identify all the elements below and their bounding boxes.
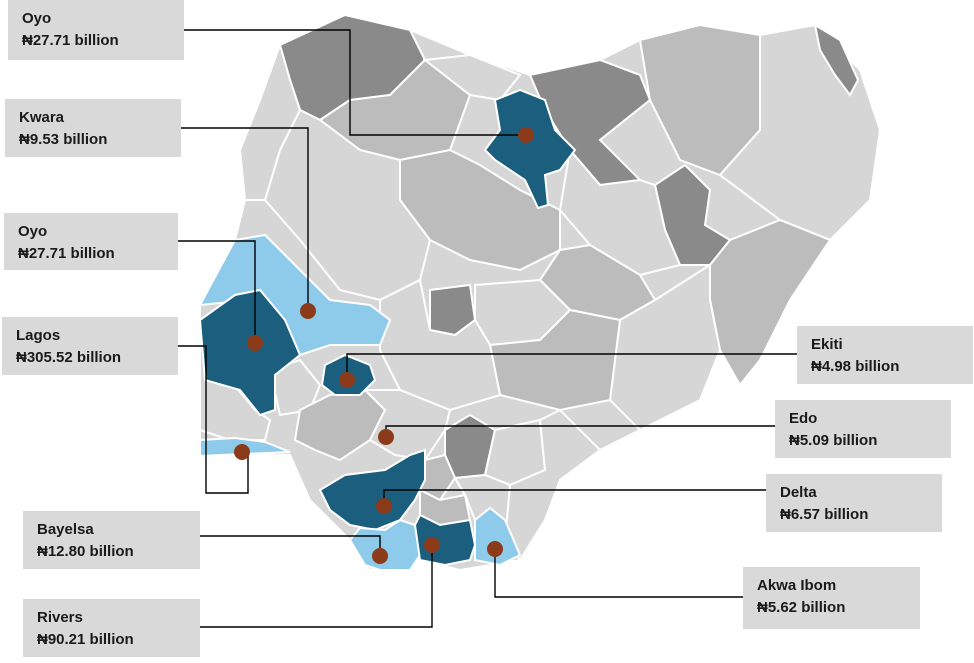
state-kebbi [238,41,302,201]
label-name: Akwa Ibom [757,577,837,594]
leader-line-rivers [200,545,433,628]
label-name: Oyo [22,10,52,27]
state-katsina [422,53,522,102]
label-oyo-1: Oyo ₦27.71 billion [8,0,184,60]
label-amount: ₦90.21 billion [37,631,134,648]
leader-line-akwa-ibom [494,550,743,598]
label-kwara: Kwara ₦9.53 billion [5,99,181,157]
label-name: Oyo [18,223,48,240]
label-name: Delta [780,484,817,501]
marker-oyo [247,335,263,351]
label-amount: ₦4.98 billion [811,358,900,375]
state-osun [268,358,322,417]
label-name: Edo [789,410,818,427]
label-amount: ₦12.80 billion [37,543,134,560]
label-name: Rivers [37,609,83,626]
state-benue [488,308,622,412]
label-edo: Edo ₦5.09 billion [775,400,951,458]
label-amount: ₦27.71 billion [18,245,115,262]
state-oyo [198,288,302,417]
label-amount: ₦9.53 billion [19,131,108,148]
state-kogi [379,278,502,412]
label-name: Kwara [19,109,65,126]
label-rivers: Rivers ₦90.21 billion [23,599,200,657]
leader-line-oyo-1 [184,29,526,136]
marker-akwa-ibom [487,541,503,557]
markers [234,127,534,564]
marker-kano [518,127,534,143]
label-amount: ₦5.62 billion [757,599,846,616]
leader-line-kwara [180,127,309,311]
label-amount: ₦305.52 billion [16,349,122,366]
label-akwa-ibom: Akwa Ibom ₦5.62 billion [743,567,920,629]
state-borno-edge [813,22,860,97]
marker-delta [376,498,392,514]
marker-edo [378,429,394,445]
label-amount: ₦5.09 billion [789,432,878,449]
leader-line-oyo-2 [178,240,256,343]
state-cross-river [503,408,602,562]
label-ekiti: Ekiti ₦4.98 billion [797,326,973,384]
label-amount: ₦6.57 billion [780,506,869,523]
marker-bayelsa [372,548,388,564]
label-amount: ₦27.71 billion [22,32,119,49]
marker-ekiti [339,372,355,388]
state-bauchi [558,147,682,277]
leader-line-lagos [178,345,249,494]
label-name: Lagos [16,327,61,344]
state-kano [483,88,577,210]
marker-kwara [300,303,316,319]
label-delta: Delta ₦6.57 billion [766,474,942,532]
label-lagos: Lagos ₦305.52 billion [2,317,178,375]
leader-line-ekiti [346,353,797,380]
marker-lagos [234,444,250,460]
label-oyo-2: Oyo ₦27.71 billion [4,213,178,270]
state-jigawa [528,58,652,187]
label-name: Bayelsa [37,521,94,538]
state-akwa-ibom [474,506,522,567]
marker-rivers [424,537,440,553]
label-name: Ekiti [811,336,843,353]
label-bayelsa: Bayelsa ₦12.80 billion [23,511,200,569]
